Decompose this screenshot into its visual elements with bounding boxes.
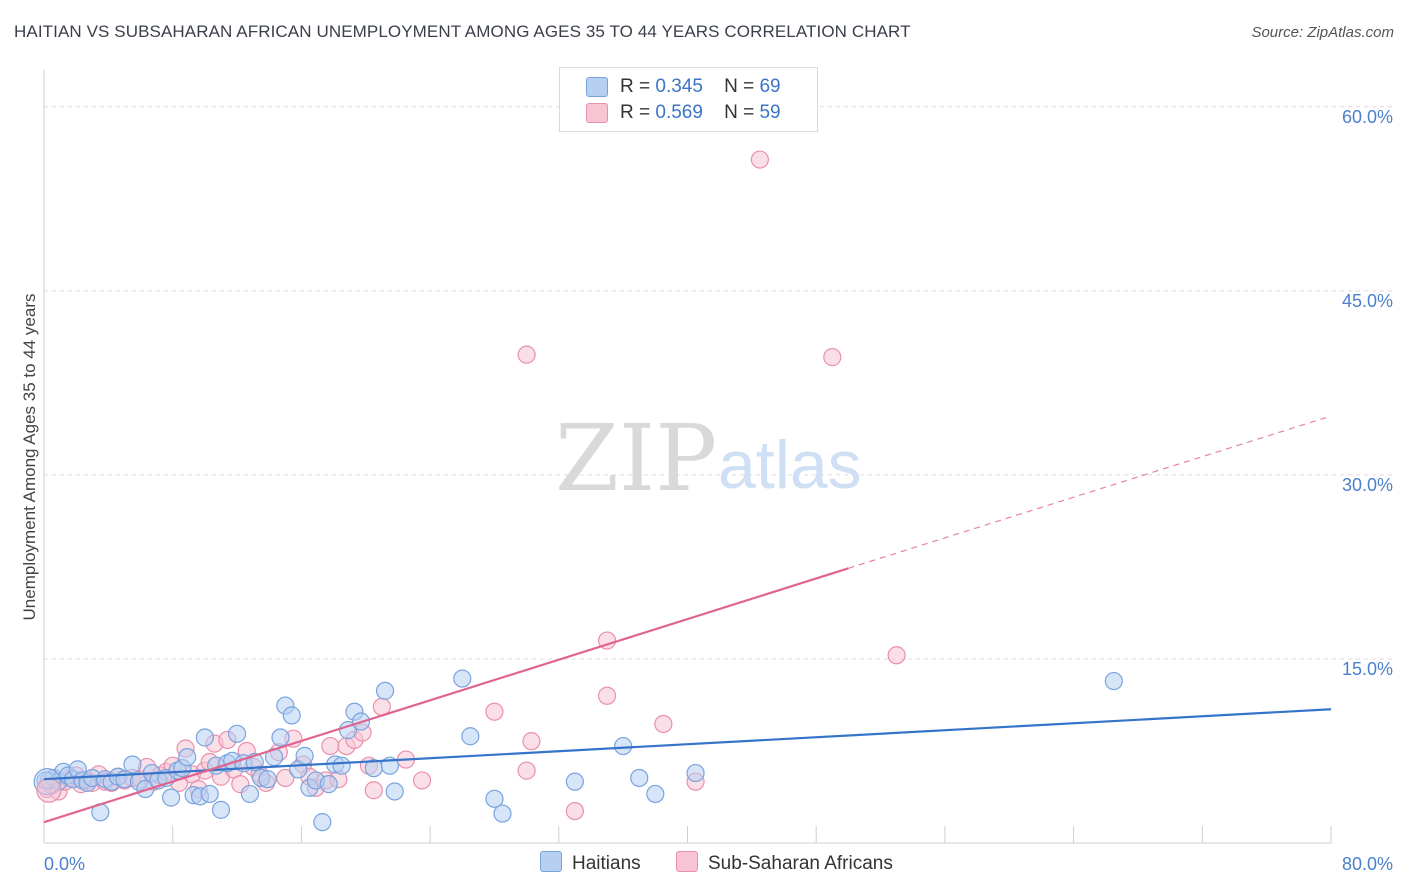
- haitian-point: [686, 763, 705, 783]
- ssa-point: [522, 732, 541, 751]
- haitian-point: [646, 784, 665, 804]
- y-tick-label: 60.0%: [1342, 107, 1393, 127]
- haitian-point: [565, 772, 584, 791]
- ssa-point: [364, 781, 383, 800]
- legend-item-haitians: Haitians: [540, 851, 641, 877]
- ssa-point: [36, 777, 62, 803]
- haitian-point: [1104, 671, 1123, 691]
- tick-labels: 15.0% 30.0% 45.0% 60.0% 0.0% 80.0%: [44, 107, 1393, 874]
- ssa-point: [517, 761, 536, 780]
- trend-line-ssa: [43, 567, 849, 824]
- haitian-point: [614, 736, 633, 756]
- trend-line-ssa-extrapolated: [848, 415, 1332, 569]
- x-tick-label: 80.0%: [1342, 854, 1393, 874]
- haitian-point: [493, 804, 512, 823]
- ssa-point: [517, 345, 536, 364]
- legend-stats-ssa: R = 0.569 N = 59: [620, 102, 781, 123]
- haitian-point: [211, 800, 231, 819]
- x-tick-label: 0.0%: [44, 854, 85, 874]
- ssa-point: [276, 768, 295, 788]
- trend-line-haitians: [43, 708, 1332, 781]
- grid-layer: [44, 106, 1392, 660]
- haitian-point: [319, 775, 338, 794]
- legend-swatch-haitians: [586, 77, 608, 97]
- y-tick-label: 45.0%: [1342, 291, 1393, 311]
- haitian-point: [271, 728, 290, 747]
- haitian-point: [385, 782, 404, 801]
- haitian-point: [195, 728, 214, 747]
- y-tick-label: 30.0%: [1342, 475, 1393, 495]
- haitian-point: [258, 770, 277, 789]
- haitian-point: [282, 706, 301, 725]
- ssa-point: [321, 736, 340, 756]
- haitian-point: [313, 813, 332, 832]
- haitian-point: [332, 756, 351, 775]
- haitian-point: [630, 768, 649, 788]
- ssa-point: [750, 150, 769, 169]
- y-tick-label: 15.0%: [1342, 659, 1393, 679]
- haitian-point: [295, 746, 314, 765]
- watermark-atlas: atlas: [718, 427, 862, 503]
- haitian-point: [227, 724, 247, 743]
- haitian-point: [461, 727, 480, 746]
- haitian-point: [240, 784, 260, 804]
- ssa-point: [565, 801, 584, 821]
- haitian-point: [453, 669, 472, 688]
- legend-bottom-swatch-haitians: [540, 851, 562, 872]
- legend-item-ssa: Sub-Saharan Africans: [676, 851, 893, 877]
- legend-stats-haitians: R = 0.345 N = 69: [620, 76, 781, 97]
- ssa-point: [485, 702, 504, 721]
- ssa-point: [887, 646, 906, 665]
- haitian-point: [485, 789, 504, 808]
- watermark-zip: ZIP: [555, 405, 717, 512]
- ssa-point: [412, 771, 432, 790]
- stats-legend: R = 0.345 N = 69 R = 0.569 N = 59: [559, 67, 818, 132]
- legend-bottom-swatch-ssa: [676, 851, 698, 872]
- haitian-point: [178, 748, 197, 767]
- haitian-point: [200, 784, 219, 804]
- ssa-point: [823, 348, 842, 367]
- points-layer: [33, 150, 1123, 832]
- watermark: ZIP atlas: [555, 405, 862, 512]
- axis-layer: [43, 70, 1332, 844]
- chart-title: HAITIAN VS SUBSAHARAN AFRICAN UNEMPLOYME…: [14, 22, 911, 41]
- legend-swatch-ssa: [586, 103, 608, 123]
- haitian-point: [161, 788, 181, 807]
- trend-layer: [43, 415, 1332, 824]
- legend-label-ssa: Sub-Saharan Africans: [708, 853, 893, 874]
- ssa-point: [654, 714, 673, 734]
- legend-label-haitians: Haitians: [572, 853, 641, 874]
- chart-source: Source: ZipAtlas.com: [1251, 24, 1394, 41]
- haitian-point: [123, 755, 142, 774]
- ssa-point: [597, 686, 617, 705]
- haitian-point: [375, 681, 395, 700]
